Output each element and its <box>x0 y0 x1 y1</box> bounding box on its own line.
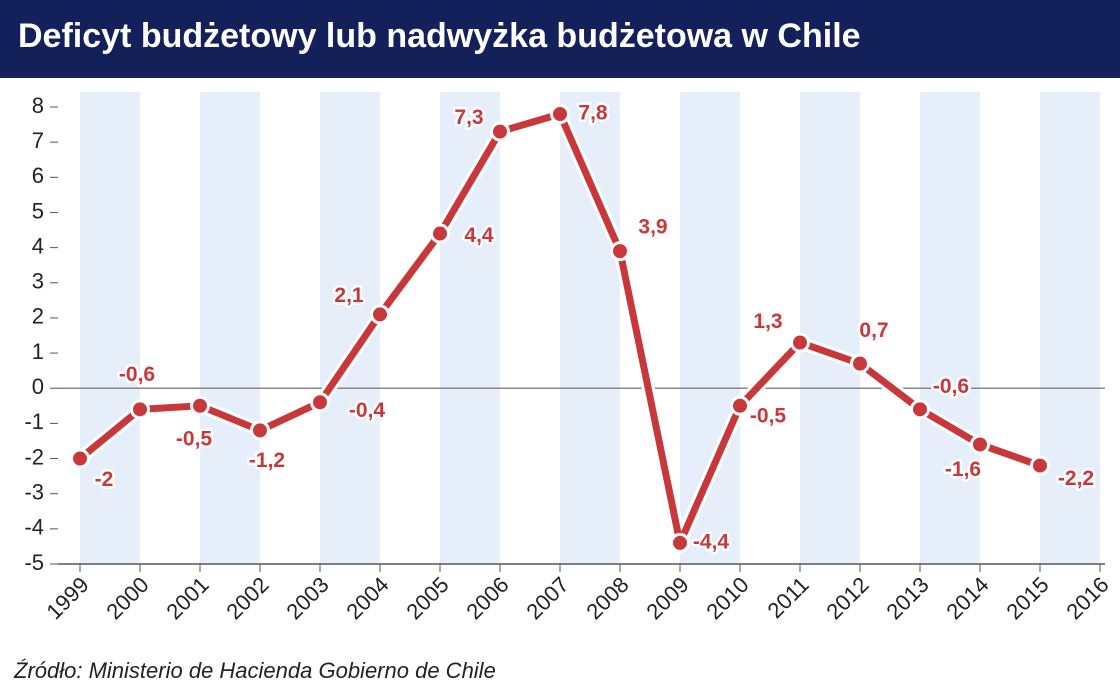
point <box>790 332 810 353</box>
point <box>430 223 450 244</box>
stripe <box>440 92 500 564</box>
point <box>670 532 690 553</box>
value-label: 4,4 <box>464 224 494 247</box>
point <box>730 395 750 416</box>
y-tick-label: -4 <box>24 515 44 540</box>
stripe <box>680 92 740 564</box>
point <box>850 353 870 374</box>
value-label: -2 <box>95 468 114 491</box>
value-label: -4,4 <box>693 530 730 553</box>
stripe <box>1040 92 1100 564</box>
point <box>250 420 270 441</box>
point <box>370 304 390 325</box>
y-tick-label: -5 <box>24 550 44 575</box>
y-tick-label: 7 <box>32 128 44 153</box>
point <box>970 434 990 455</box>
point <box>550 104 570 125</box>
y-tick-label: 1 <box>32 339 44 364</box>
value-label: -1,6 <box>945 458 981 481</box>
point <box>190 395 210 416</box>
y-tick-label: 3 <box>32 269 44 294</box>
stripe <box>920 92 980 564</box>
y-tick-label: 5 <box>32 198 44 223</box>
value-label: 0,7 <box>859 319 888 342</box>
value-label: 2,1 <box>334 284 364 307</box>
value-label: -0,4 <box>349 399 386 422</box>
point <box>130 399 150 420</box>
point <box>610 241 630 262</box>
value-label: 3,9 <box>638 216 667 239</box>
point <box>490 121 510 142</box>
stripe <box>80 92 140 564</box>
chart-title: Deficyt budżetowy lub nadwyżka budżetowa… <box>18 17 861 55</box>
value-label: -2,2 <box>1058 467 1094 490</box>
value-label: 1,3 <box>753 310 782 333</box>
y-tick-label: 6 <box>32 163 44 188</box>
value-label: -0,6 <box>933 375 969 398</box>
stripe <box>800 92 860 564</box>
stripe <box>560 92 620 564</box>
stripe <box>200 92 260 564</box>
source: Źródło: Ministerio de Hacienda Gobierno … <box>13 658 496 683</box>
y-tick-label: -1 <box>24 409 44 434</box>
value-label: 7,3 <box>454 106 483 129</box>
y-tick-label: 4 <box>32 233 44 258</box>
value-label: -1,2 <box>249 449 285 472</box>
value-label: 7,8 <box>578 102 608 125</box>
y-tick-label: 2 <box>32 304 44 329</box>
value-label: -0,5 <box>750 404 787 427</box>
point <box>310 392 330 413</box>
y-tick-label: -3 <box>24 480 44 505</box>
value-label: -0,5 <box>176 427 213 450</box>
value-label: -0,6 <box>119 363 155 386</box>
y-tick-label: 0 <box>32 374 44 399</box>
point <box>1030 455 1050 476</box>
point <box>70 448 90 469</box>
point <box>910 399 930 420</box>
y-tick-label: -2 <box>24 444 44 469</box>
title-bar <box>0 0 1120 78</box>
y-tick-label: 8 <box>32 93 44 118</box>
